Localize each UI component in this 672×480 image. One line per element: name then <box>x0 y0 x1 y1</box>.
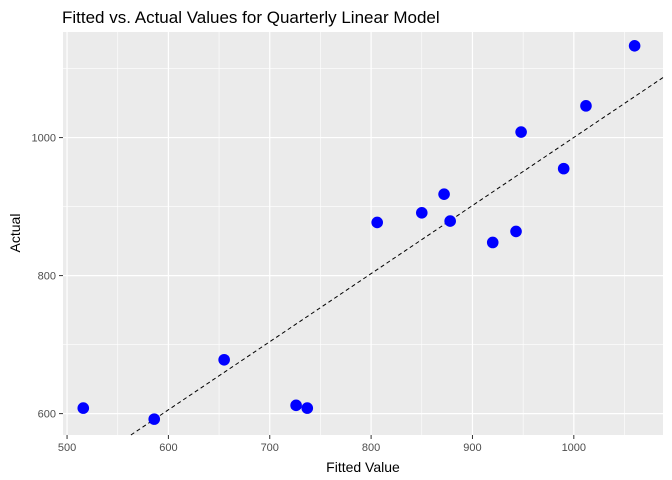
reference-line-group <box>130 77 664 436</box>
y-tick-label: 600 <box>38 409 56 421</box>
x-axis-title: Fitted Value <box>326 459 400 475</box>
x-tick-label: 500 <box>58 442 76 454</box>
data-point <box>148 413 161 425</box>
y-axis-title: Actual <box>7 214 23 253</box>
data-points <box>77 40 641 425</box>
data-point <box>371 216 383 229</box>
data-point <box>486 236 499 249</box>
data-point <box>515 126 527 138</box>
y-axis: 600 800 1000 <box>32 133 63 421</box>
x-tick-label: 700 <box>261 442 279 454</box>
x-tick-label: 900 <box>463 442 481 454</box>
data-point <box>290 399 302 412</box>
data-point <box>415 206 428 219</box>
x-tick-label: 800 <box>362 442 380 454</box>
data-point <box>580 100 592 112</box>
data-point <box>510 225 522 238</box>
data-point <box>444 215 456 227</box>
chart-title: Fitted vs. Actual Values for Quarterly L… <box>62 8 440 27</box>
data-point <box>301 402 314 414</box>
data-point <box>438 188 450 200</box>
x-tick-label: 600 <box>159 442 177 454</box>
reference-line <box>130 77 664 436</box>
x-axis: 500 600 700 800 900 1000 <box>58 435 586 454</box>
x-tick-label: 1000 <box>562 442 586 454</box>
minor-gridlines <box>63 32 663 435</box>
y-tick-label: 800 <box>38 271 56 283</box>
data-point <box>628 40 641 52</box>
data-point <box>77 402 90 414</box>
data-point <box>218 353 230 366</box>
major-gridlines <box>63 32 663 435</box>
plot-panel <box>63 32 663 435</box>
y-tick-label: 1000 <box>32 133 56 145</box>
data-point <box>557 162 570 175</box>
